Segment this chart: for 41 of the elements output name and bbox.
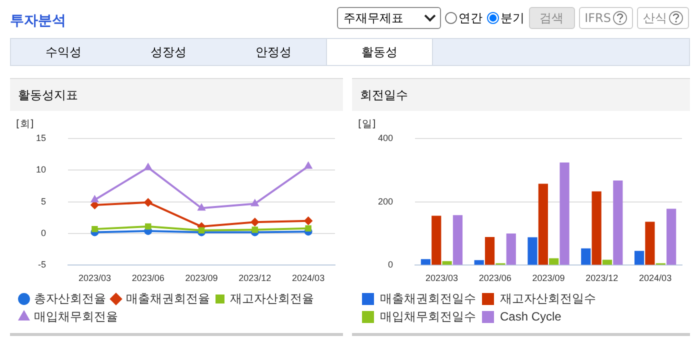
x-tick-label: 2023/09 [185,273,218,284]
text: 활동성 [326,38,433,65]
text: 검색 [528,7,575,29]
y-axis-title: [일] [358,119,376,130]
y-tick-label: 10 [36,164,46,175]
text: 성장성 [150,44,188,61]
x-tick-label: 2023/03 [425,273,458,284]
text: 투자분석 [10,12,66,30]
legend-label: 재고자산회전율 [230,291,314,306]
chart-title: 회전일수 [352,79,690,111]
legend-label: 매입채무회전율 [34,309,118,324]
y-axis-title: [회] [16,119,34,130]
x-tick-label: 2023/06 [478,273,512,284]
legend-label: 매출채권회전일수 [380,291,476,306]
legend-label: Cash Cycle [500,309,562,324]
legend-label: 재고자산회전일수 [500,291,596,306]
text: 연간 [458,10,483,26]
y-tick-label: 5 [40,196,46,206]
x-tick-label: 2023/12 [238,273,272,284]
y-tick-label: 15 [36,132,46,143]
text: 수익성 [44,44,82,61]
y-tick-label: 0 [388,260,394,270]
chart-title: 활동성지표 [10,79,343,111]
y-tick-label: -5 [38,260,46,270]
text: 산식 [643,10,667,26]
x-tick-label: 2023/09 [532,273,565,284]
y-tick-label: 0 [40,228,46,238]
legend-label: 총자산회전율 [34,291,106,306]
legend-label: 매출채권회전율 [126,291,210,306]
text: IFRS [584,11,611,25]
text: 주재무제표 [344,10,404,26]
x-tick-label: 2023/06 [132,273,164,284]
y-tick-label: 200 [378,196,394,206]
legend-label: 매입채무회전일수 [380,309,476,324]
text: 안정성 [254,44,292,61]
x-tick-label: 2024/03 [292,273,325,284]
x-tick-label: 2023/12 [586,273,618,284]
text: 분기 [500,10,525,26]
y-tick-label: 400 [378,132,394,143]
x-tick-label: 2023/03 [78,273,111,284]
x-tick-label: 2024/03 [639,273,672,284]
